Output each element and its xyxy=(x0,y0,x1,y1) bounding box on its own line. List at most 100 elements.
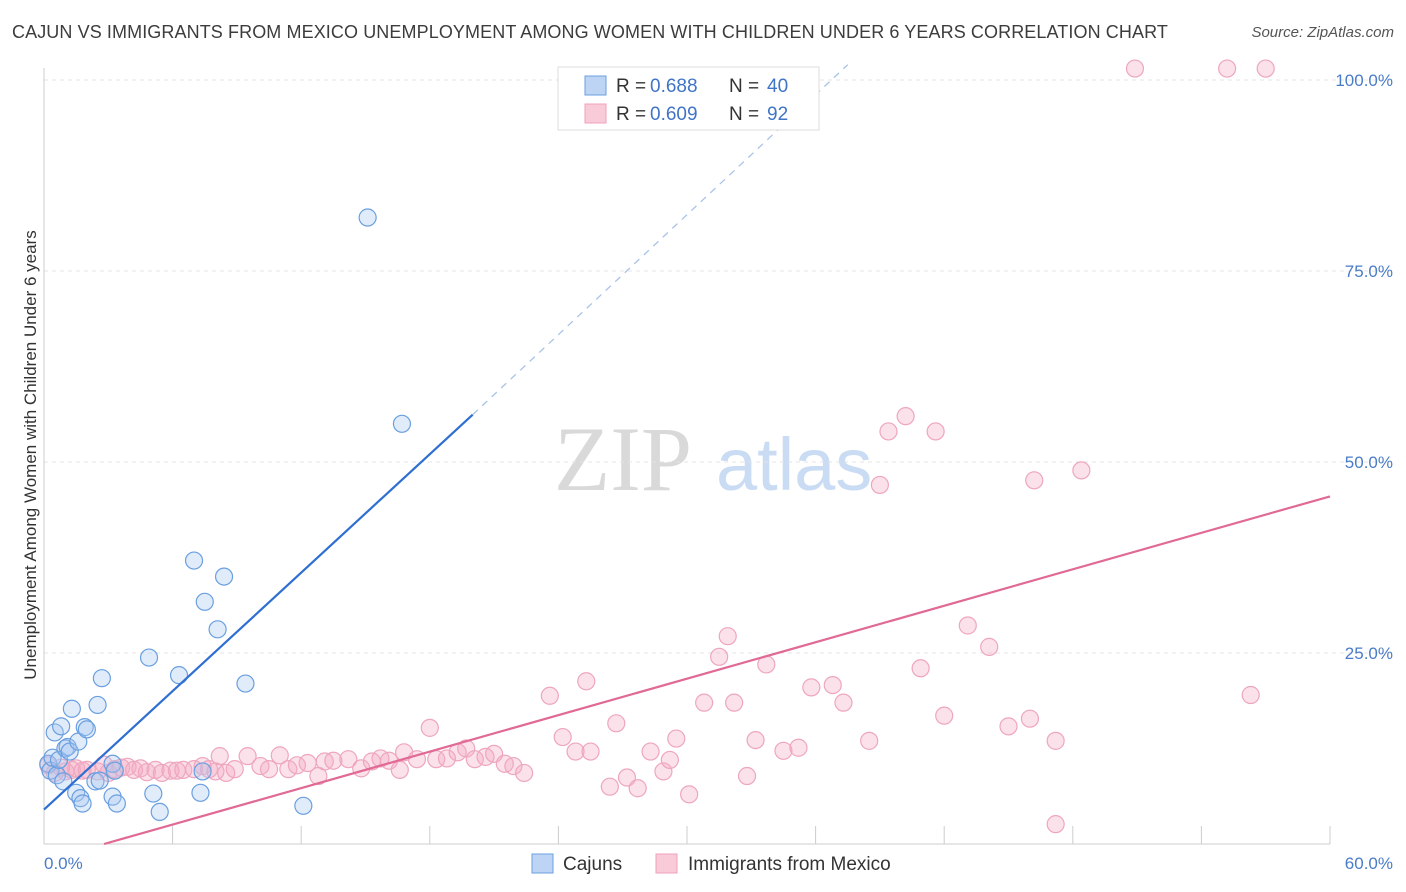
mexico-point-81 xyxy=(802,678,821,697)
bottom-legend-label-cajuns: Cajuns xyxy=(563,854,622,875)
mexico-point-100 xyxy=(1218,59,1237,78)
bottom-legend-label-mexico: Immigrants from Mexico xyxy=(688,854,891,875)
cajun-point-38 xyxy=(392,414,412,433)
mexico-point-59 xyxy=(553,727,572,747)
cajun-point-23 xyxy=(103,754,122,773)
mexico-point-74 xyxy=(718,627,737,646)
legend-swatch-mexico xyxy=(584,103,607,124)
mexico-point-77 xyxy=(746,730,765,750)
mexico-point-83 xyxy=(834,693,853,712)
mexico-point-88 xyxy=(911,659,930,678)
mexico-point-67 xyxy=(641,742,660,761)
mexico-point-94 xyxy=(1020,709,1040,728)
bottom-legend-swatch-mexico xyxy=(655,853,678,874)
cajun-point-24 xyxy=(105,761,124,780)
y-tick-label-2: 75.0% xyxy=(1345,262,1393,281)
mexico-point-75 xyxy=(725,693,744,712)
cajun-point-32 xyxy=(193,762,212,781)
mexico-point-91 xyxy=(958,616,977,635)
mexico-point-52 xyxy=(465,750,484,769)
y-tick-label-3: 100.0% xyxy=(1335,71,1393,90)
legend-n-label-2: N = xyxy=(729,104,759,125)
mexico-point-68 xyxy=(654,762,673,781)
legend-swatch-cajuns xyxy=(584,75,607,96)
cajun-point-37 xyxy=(358,208,377,227)
mexico-point-31 xyxy=(259,760,279,779)
mexico-point-61 xyxy=(577,672,596,691)
gridlines xyxy=(44,79,1395,654)
mexico-point-58 xyxy=(540,686,559,705)
mexico-point-87 xyxy=(896,407,915,426)
mexico-point-69 xyxy=(660,750,679,770)
mexico-point-64 xyxy=(607,714,626,733)
mexico-point-71 xyxy=(680,785,699,804)
cajun-point-26 xyxy=(144,784,163,803)
cajun-point-30 xyxy=(195,592,214,611)
correlation-legend: R = 0.688 N = 40 R = 0.609 N = 92 xyxy=(557,66,820,131)
cajun-point-19 xyxy=(92,669,111,688)
mexico-point-82 xyxy=(823,675,842,695)
cajun-point-18 xyxy=(88,695,107,715)
cajun-point-22 xyxy=(107,794,126,813)
cajun-point-31 xyxy=(191,783,210,802)
mexico-point-76 xyxy=(737,766,757,786)
trend-lines xyxy=(43,64,1331,846)
x-tick-label-max: 60.0% xyxy=(1345,854,1393,873)
cajun-point-39 xyxy=(54,772,73,791)
x-tick-label-min: 0.0% xyxy=(44,854,83,873)
legend-r-value-2: 0.609 xyxy=(650,104,698,125)
mexico-point-60 xyxy=(566,742,585,761)
cajun-point-36 xyxy=(294,796,313,815)
cajun-point-10 xyxy=(62,699,81,718)
watermark-zip: ZIP xyxy=(554,408,692,510)
mexico-point-102 xyxy=(1241,685,1260,705)
mexico-point-27 xyxy=(217,763,236,783)
cajun-trend-line xyxy=(43,413,474,811)
cajun-point-29 xyxy=(184,551,204,570)
bottom-legend-swatch-cajuns xyxy=(531,853,554,874)
cajun-point-14 xyxy=(73,794,92,813)
mexico-point-63 xyxy=(600,777,619,796)
mexico-point-56 xyxy=(504,756,523,776)
y-tick-label-1: 50.0% xyxy=(1345,453,1393,472)
series-cajuns xyxy=(39,208,412,822)
mexico-point-32 xyxy=(270,746,289,765)
mexico-point-66 xyxy=(628,779,647,798)
legend-r-label-1: R = xyxy=(616,76,646,97)
cajun-point-34 xyxy=(214,567,234,586)
series-legend: Cajuns Immigrants from Mexico xyxy=(531,853,891,875)
mexico-point-65 xyxy=(617,768,637,787)
mexico-point-28 xyxy=(225,760,244,779)
axes xyxy=(43,68,1331,845)
legend-n-label-1: N = xyxy=(729,76,759,97)
mexico-point-38 xyxy=(324,751,343,770)
watermark-atlas: atlas xyxy=(716,423,872,506)
mexico-point-73 xyxy=(710,647,729,666)
legend-r-value-1: 0.688 xyxy=(650,76,698,97)
legend-n-value-2: 92 xyxy=(767,104,788,125)
y-tick-label-0: 25.0% xyxy=(1345,644,1393,663)
mexico-point-84 xyxy=(860,731,879,750)
cajun-point-25 xyxy=(139,648,159,667)
mexico-point-92 xyxy=(980,637,999,656)
y-axis-label: Unemployment Among Women with Children U… xyxy=(21,230,40,679)
mexico-point-99 xyxy=(1125,59,1145,78)
mexico-point-19 xyxy=(161,761,180,780)
cajun-point-16 xyxy=(77,720,96,739)
mexico-point-29 xyxy=(238,747,257,766)
mexico-point-86 xyxy=(879,422,898,441)
mexico-point-26 xyxy=(210,747,229,766)
mexico-point-90 xyxy=(935,706,954,725)
mexico-point-47 xyxy=(420,718,439,737)
source-credit: Source: ZipAtlas.com xyxy=(1251,24,1394,41)
mexico-point-62 xyxy=(581,742,600,761)
mexico-point-34 xyxy=(287,756,307,775)
mexico-point-80 xyxy=(789,738,808,757)
y-tick-labels: 25.0% 50.0% 75.0% 100.0% xyxy=(1335,71,1393,663)
cajun-point-15 xyxy=(75,718,94,737)
mexico-point-72 xyxy=(695,693,714,712)
mexico-point-33 xyxy=(279,760,298,779)
legend-r-label-2: R = xyxy=(616,104,646,125)
cajun-point-33 xyxy=(208,620,227,639)
